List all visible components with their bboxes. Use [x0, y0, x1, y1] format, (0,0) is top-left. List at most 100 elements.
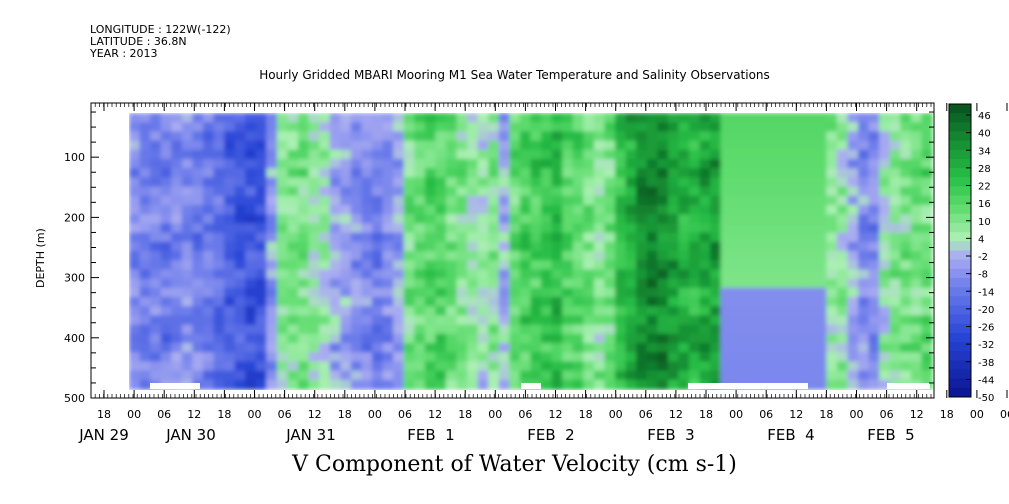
heatmap-cell — [224, 205, 236, 215]
heatmap-cell — [910, 343, 923, 353]
heatmap-cell — [298, 370, 310, 381]
heatmap-cell — [604, 168, 616, 179]
heatmap-cell — [171, 333, 183, 344]
x-hour-label: 18 — [579, 408, 593, 421]
heatmap-cell — [266, 379, 278, 390]
heatmap-cell — [213, 186, 225, 197]
heatmap-cell — [519, 333, 532, 344]
heatmap-cell — [583, 159, 595, 169]
heatmap-cell — [868, 278, 880, 289]
heatmap-cell — [572, 122, 585, 133]
heatmap-cell — [255, 159, 268, 169]
heatmap-cell — [202, 122, 215, 133]
heatmap-cell — [171, 306, 183, 317]
heatmap-cell — [773, 352, 785, 363]
heatmap-cell — [340, 379, 352, 390]
heatmap-cell — [784, 315, 796, 326]
heatmap-cell — [245, 379, 257, 390]
heatmap-cell — [319, 131, 331, 142]
heatmap-cell — [625, 287, 637, 298]
heatmap-cell — [181, 113, 194, 123]
heatmap-cell — [805, 186, 817, 197]
heatmap-cell — [255, 223, 268, 234]
heatmap-cell — [445, 251, 458, 261]
heatmap-cell — [202, 278, 215, 289]
heatmap-cell — [805, 223, 817, 234]
heatmap-cell — [921, 315, 933, 326]
heatmap-cell — [372, 131, 384, 142]
heatmap-cell — [192, 333, 204, 344]
heatmap-cell — [234, 379, 247, 390]
heatmap-cell — [910, 324, 923, 335]
heatmap-cell — [826, 315, 838, 326]
heatmap-cell — [784, 306, 796, 317]
heatmap-cell — [361, 241, 373, 252]
heatmap-cell — [667, 131, 680, 142]
heatmap-cell — [784, 297, 796, 307]
x-day-label: FEB 5 — [867, 426, 914, 444]
heatmap-cell — [350, 361, 363, 372]
heatmap-cell — [202, 361, 215, 372]
heatmap-cell — [477, 177, 490, 188]
heatmap-cell — [488, 241, 500, 252]
heatmap-cell — [382, 232, 394, 243]
heatmap-cell — [752, 333, 764, 344]
y-tick-label: 400 — [64, 332, 85, 345]
heatmap-cell — [382, 149, 394, 160]
heatmap-cell — [319, 223, 331, 234]
y-tick-label: 100 — [64, 151, 85, 164]
heatmap-cell — [562, 333, 574, 344]
heatmap-cell — [805, 315, 817, 326]
heatmap-cell — [720, 306, 733, 317]
heatmap-cell — [393, 241, 405, 252]
heatmap-cell — [181, 149, 194, 160]
heatmap-cell — [424, 140, 437, 151]
plot-border — [90, 102, 935, 399]
heatmap-cell — [477, 140, 490, 151]
heatmap-cell — [255, 352, 268, 363]
heatmap-cell — [731, 232, 743, 243]
heatmap-cell — [572, 306, 585, 317]
heatmap-cell — [604, 287, 616, 298]
heatmap-cell — [319, 260, 331, 271]
heatmap-cell — [688, 278, 701, 289]
heatmap-cell — [562, 223, 574, 234]
heatmap-cell — [445, 223, 458, 234]
heatmap-cell — [699, 315, 711, 326]
heatmap-cell — [287, 232, 299, 243]
heatmap-cell — [361, 379, 373, 390]
heatmap-cell — [308, 306, 320, 317]
heatmap-cell — [847, 205, 859, 215]
heatmap-cell — [435, 131, 447, 142]
heatmap-cell — [551, 113, 563, 123]
heatmap-cell — [762, 205, 775, 215]
heatmap-cell — [847, 287, 859, 298]
heatmap-cell — [646, 361, 659, 372]
heatmap-cell — [667, 361, 680, 372]
heatmap-cell — [720, 223, 733, 234]
heatmap-cell — [519, 297, 532, 307]
heatmap-cell — [181, 205, 194, 215]
heatmap-cell — [784, 269, 796, 280]
heatmap-cell — [762, 333, 775, 344]
heatmap-cell — [224, 278, 236, 289]
heatmap-cell — [276, 223, 289, 234]
heatmap-cell — [657, 241, 669, 252]
heatmap-cell — [519, 113, 532, 123]
heatmap-cell — [541, 168, 553, 179]
heatmap-cell — [836, 195, 849, 206]
heatmap-cell — [361, 343, 373, 353]
heatmap-cell — [583, 113, 595, 123]
heatmap-cell — [678, 131, 690, 142]
heatmap-cell — [456, 379, 468, 390]
heatmap-cell — [382, 287, 394, 298]
x-day-label: FEB 1 — [407, 426, 454, 444]
heatmap-cell — [805, 269, 817, 280]
heatmap-cell — [847, 361, 859, 372]
heatmap-cell — [710, 113, 722, 123]
heatmap-cell — [435, 186, 447, 197]
heatmap-cell — [657, 149, 669, 160]
heatmap-cell — [340, 324, 352, 335]
heatmap-cell — [583, 140, 595, 151]
heatmap-cell — [181, 122, 194, 133]
